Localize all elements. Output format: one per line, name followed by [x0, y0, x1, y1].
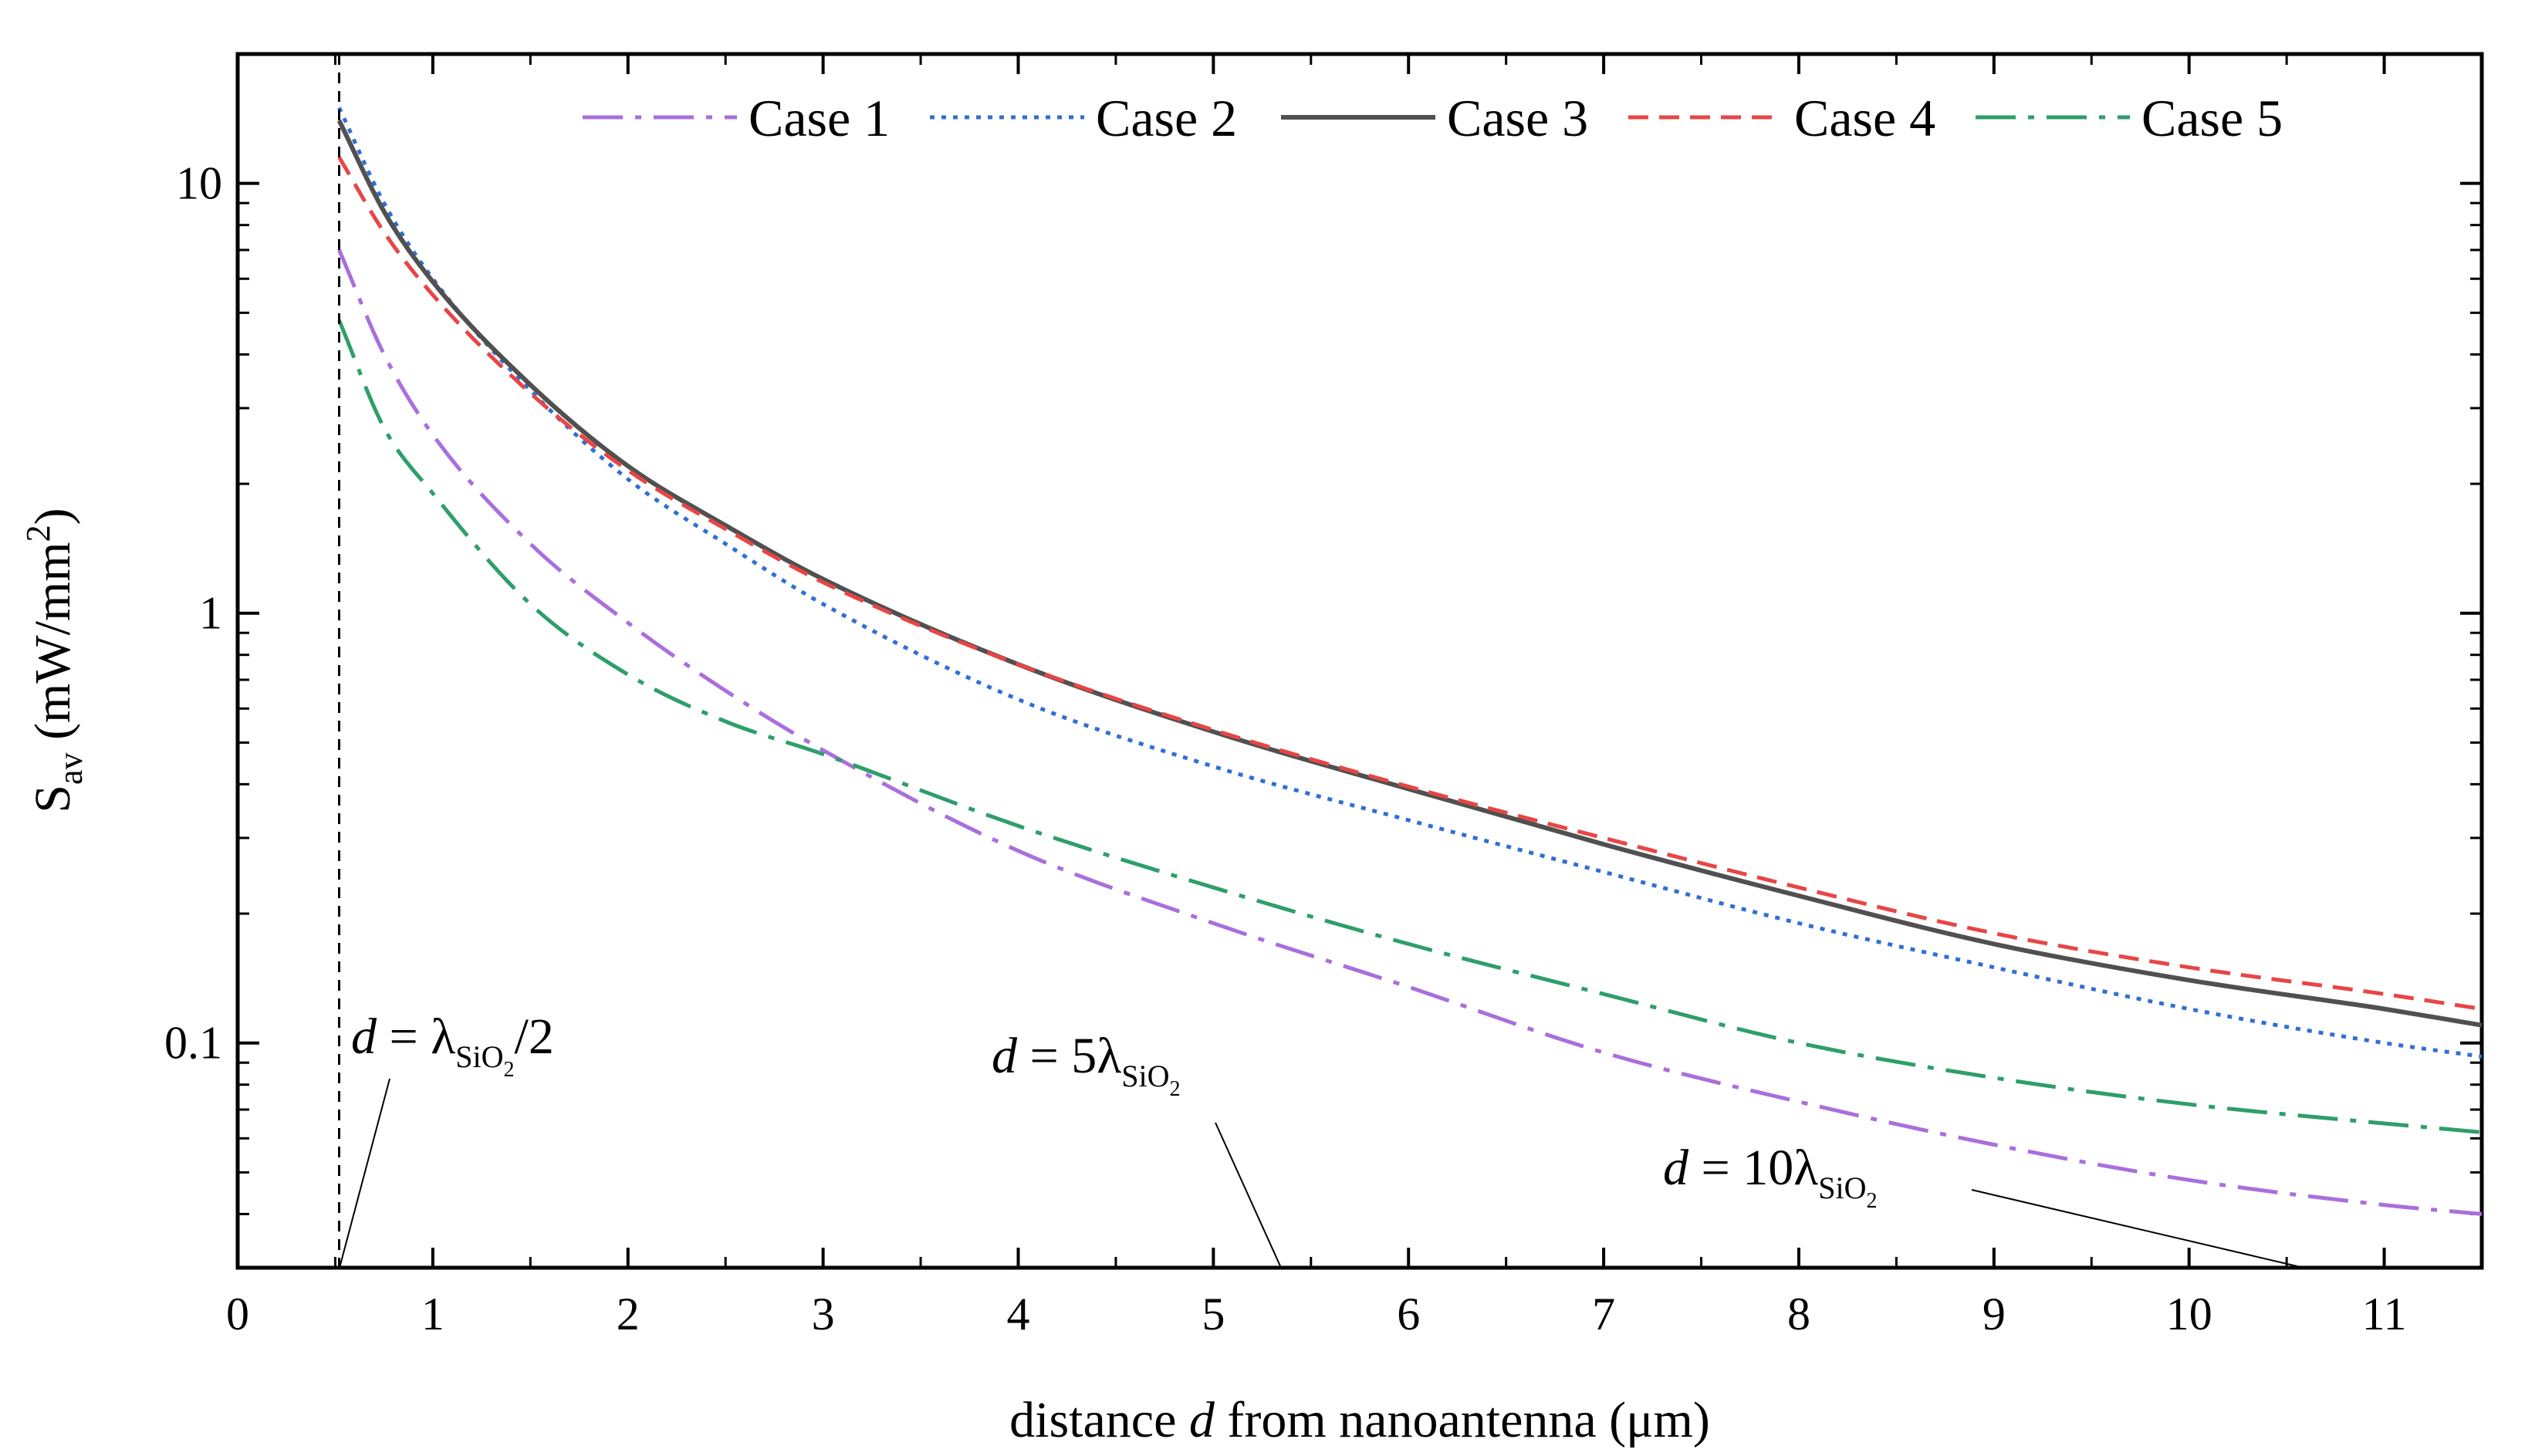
- series-line-case-2: [337, 106, 2483, 1059]
- plot-area: 0 1 2 3 4 5 6 7 8 9 10 11 0.1 1 10: [164, 52, 2484, 1339]
- x-tick-label: 7: [1592, 1289, 1615, 1339]
- x-tick-label: 5: [1202, 1289, 1225, 1339]
- annotation-sub2: 2: [1170, 1077, 1181, 1101]
- y-axis-title-sup: 2: [19, 525, 57, 542]
- annotation-coef: 5: [1071, 1028, 1097, 1084]
- annotation-leader-half-wavelength: [339, 1078, 390, 1269]
- series-line-case-1: [337, 249, 2483, 1216]
- y-tick-label: 10: [176, 158, 222, 209]
- legend-label-case-4: Case 4: [1794, 89, 1935, 147]
- y-tick-label: 1: [199, 588, 222, 639]
- x-tick-label: 0: [226, 1289, 249, 1339]
- x-tick-label: 10: [2166, 1289, 2212, 1339]
- annotation-var: d: [992, 1028, 1018, 1084]
- series-line-case-3: [336, 119, 2483, 1028]
- annotation-lambda: λ: [431, 1008, 455, 1065]
- y-tick-label: 0.1: [164, 1018, 222, 1069]
- axis-ticks: [236, 54, 2482, 1268]
- annotation-var: d: [1663, 1140, 1689, 1196]
- series-line-case-4: [337, 156, 2483, 1012]
- x-tick-label: 6: [1397, 1289, 1420, 1339]
- annotation-sub: SiO: [455, 1039, 503, 1074]
- annotation-half-wavelength: d = λSiO2/2: [351, 1008, 554, 1082]
- annotation-10-wavelengths: d = 10λSiO2: [1663, 1140, 1878, 1213]
- annotation-suffix: /2: [515, 1008, 554, 1065]
- annotation-eq: =: [1688, 1140, 1742, 1196]
- x-tick-label: 11: [2362, 1289, 2407, 1339]
- plot-frame: [235, 52, 2484, 1270]
- legend-label-case-5: Case 5: [2141, 89, 2283, 147]
- axis-tick-labels: 0 1 2 3 4 5 6 7 8 9 10 11 0.1 1 10: [164, 158, 2406, 1339]
- x-axis-title-var: d: [1189, 1392, 1215, 1448]
- x-tick-label: 8: [1787, 1289, 1810, 1339]
- x-tick-label: 4: [1006, 1289, 1029, 1339]
- annotation-var: d: [351, 1008, 377, 1065]
- x-tick-label: 2: [617, 1289, 640, 1339]
- series-line-case-5: [337, 319, 2483, 1134]
- annotations: d = λSiO2/2 d = 5λSiO2 d = 10λSiO2: [339, 1008, 2304, 1269]
- annotation-sub: SiO: [1121, 1059, 1169, 1093]
- annotation-5-wavelengths: d = 5λSiO2: [992, 1028, 1181, 1101]
- series-lines: [336, 106, 2483, 1216]
- annotation-lambda: λ: [1793, 1140, 1818, 1196]
- x-axis-title: distance d from nanoantenna (μm): [1009, 1392, 1710, 1448]
- x-axis-title-post: from nanoantenna (μm): [1215, 1392, 1710, 1448]
- annotation-eq: =: [1017, 1028, 1071, 1084]
- legend-label-case-1: Case 1: [749, 89, 890, 147]
- y-axis-title-close: ): [25, 508, 81, 525]
- x-tick-label: 1: [421, 1289, 444, 1339]
- legend: Case 1 Case 2 Case 3 Case 4 Case 5: [583, 89, 2283, 147]
- legend-label-case-3: Case 3: [1447, 89, 1588, 147]
- annotation-sub2: 2: [504, 1058, 515, 1082]
- annotation-leader-10-wavelengths: [1971, 1189, 2304, 1269]
- annotation-sub: SiO: [1818, 1171, 1866, 1205]
- y-axis-title: Sav (mW/mm2): [19, 508, 90, 812]
- x-axis-title-pre: distance: [1009, 1392, 1189, 1448]
- y-axis-title-sub: av: [52, 752, 90, 785]
- y-axis-title-units: (mW/mm: [25, 542, 81, 752]
- legend-label-case-2: Case 2: [1096, 89, 1237, 147]
- y-axis-title-main: S: [25, 785, 81, 813]
- annotation-eq: =: [377, 1008, 431, 1065]
- annotation-coef: 10: [1742, 1140, 1793, 1196]
- x-tick-label: 9: [1982, 1289, 2006, 1339]
- x-tick-label: 3: [812, 1289, 835, 1339]
- annotation-leader-5-wavelengths: [1215, 1122, 1282, 1269]
- annotation-lambda: λ: [1097, 1028, 1121, 1084]
- annotation-sub2: 2: [1867, 1189, 1878, 1213]
